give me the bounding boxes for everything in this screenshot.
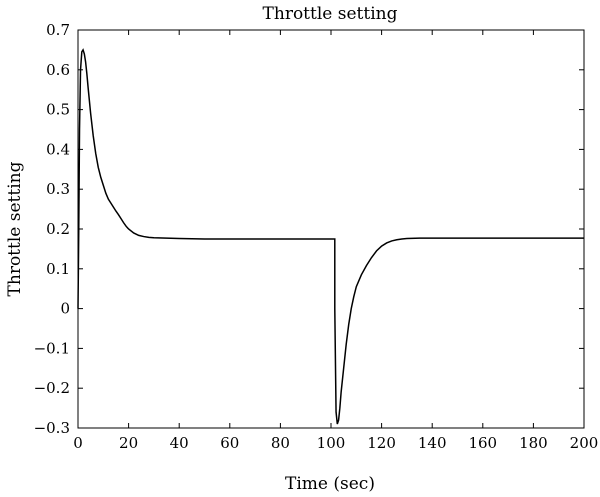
y-tick-label: −0.1 [34,339,70,357]
y-tick-label: 0.2 [46,220,70,238]
chart-title: Throttle setting [263,4,398,24]
plot-area-frame [77,29,585,429]
y-tick-label: 0.6 [46,61,70,79]
x-tick-label: 120 [367,434,396,452]
y-tick-label: −0.2 [34,379,70,397]
y-tick-label: 0.3 [46,180,70,198]
x-tick-label: 0 [73,434,83,452]
x-tick-label: 160 [468,434,497,452]
y-tick-label: 0.4 [46,140,70,158]
y-tick-label: −0.3 [34,419,70,437]
x-tick-labels: 0 20 40 60 80 100 120 140 160 180 200 [73,434,598,452]
x-axis-label: Time (sec) [285,474,375,494]
x-tick-label: 40 [170,434,189,452]
x-tick-label: 60 [220,434,239,452]
y-axis-label: Throttle setting [5,161,25,296]
y-tick-label: 0 [60,300,70,318]
y-tick-label: 0.7 [46,21,70,39]
x-tick-label: 140 [418,434,447,452]
x-tick-label: 20 [119,434,138,452]
x-tick-label: 200 [570,434,599,452]
x-tick-label: 180 [519,434,548,452]
axis-ticks [77,29,585,429]
x-tick-label: 100 [317,434,346,452]
y-tick-labels: −0.3 −0.2 −0.1 0 0.1 0.2 0.3 0.4 0.5 0.6 0.7 [34,21,70,437]
throttle-series-line [77,48,584,425]
x-tick-label: 80 [271,434,290,452]
y-tick-label: 0.1 [46,260,70,278]
y-tick-label: 0.5 [46,101,70,119]
